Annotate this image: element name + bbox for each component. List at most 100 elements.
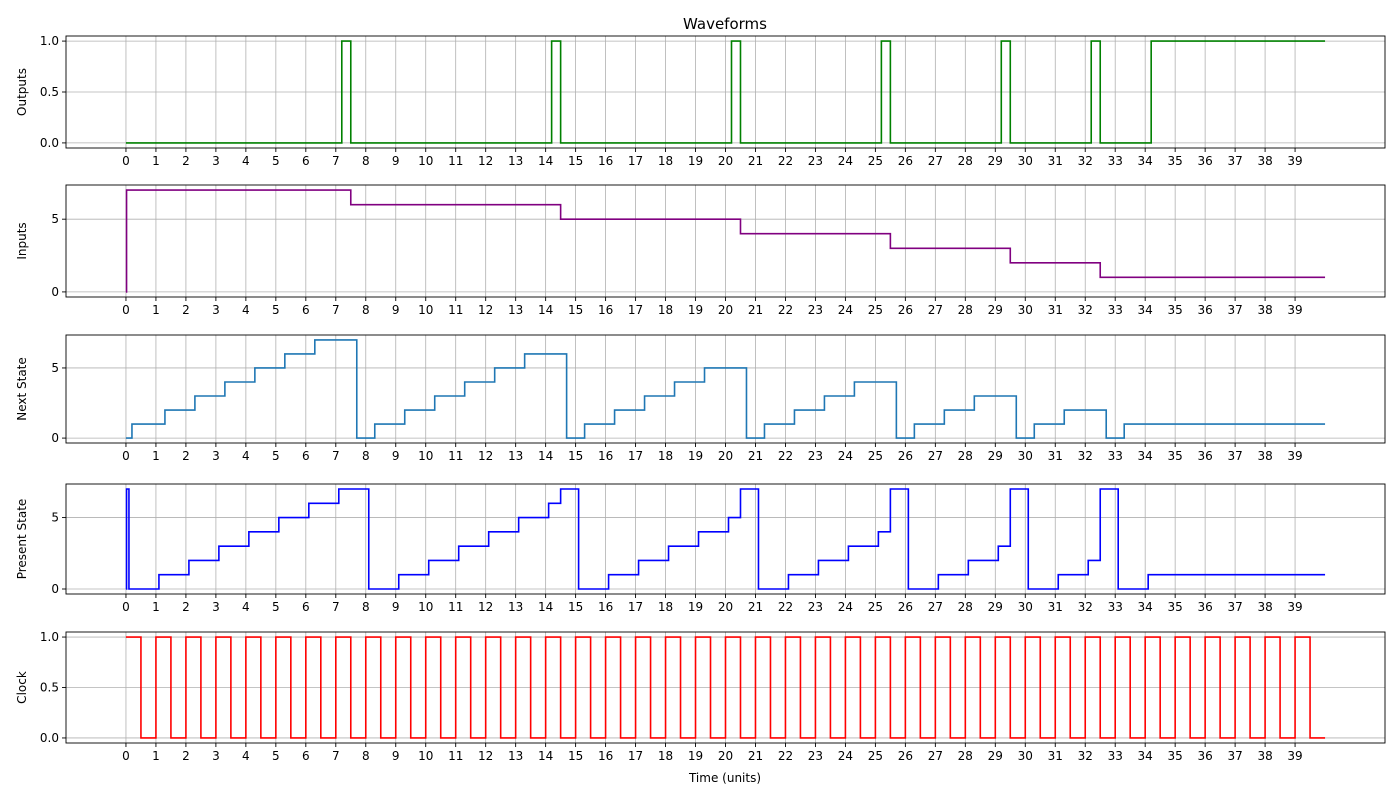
present-state-x-tick-label: 30 [1018, 600, 1033, 614]
present-state-x-tick-label: 2 [182, 600, 190, 614]
clock-x-tick-label: 19 [688, 749, 703, 763]
next-state-x-tick-label: 25 [868, 449, 883, 463]
clock-x-tick-label: 20 [718, 749, 733, 763]
inputs-x-tick-label: 18 [658, 303, 673, 317]
outputs-x-tick-label: 21 [748, 154, 763, 168]
next-state-x-tick-label: 8 [362, 449, 370, 463]
clock-x-tick-label: 11 [448, 749, 463, 763]
outputs-x-tick-label: 19 [688, 154, 703, 168]
inputs-x-tick-label: 10 [418, 303, 433, 317]
next-state-x-tick-label: 27 [928, 449, 943, 463]
inputs-x-ticks: 0 1 2 3 4 5 6 7 8 9 10 11 12 13 14 15 16 17 18 19 20 21 22 23 24… [122, 297, 1303, 317]
outputs-x-tick-label: 6 [302, 154, 310, 168]
present-state-x-tick-label: 36 [1197, 600, 1212, 614]
outputs-x-tick-label: 33 [1108, 154, 1123, 168]
next-state-x-tick-label: 29 [988, 449, 1003, 463]
inputs-x-tick-label: 3 [212, 303, 220, 317]
outputs-x-tick-label: 12 [478, 154, 493, 168]
present-state-x-tick-label: 29 [988, 600, 1003, 614]
outputs-x-ticks: 0 1 2 3 4 5 6 7 8 9 10 11 12 13 14 15 16 17 18 19 20 21 22 23 24… [122, 148, 1303, 168]
inputs-y-tick-label: 0 [51, 285, 59, 299]
next-state-x-tick-label: 18 [658, 449, 673, 463]
outputs-x-tick-label: 15 [568, 154, 583, 168]
inputs-x-tick-label: 21 [748, 303, 763, 317]
outputs-x-tick-label: 3 [212, 154, 220, 168]
outputs-x-tick-label: 11 [448, 154, 463, 168]
next-state-x-tick-label: 34 [1138, 449, 1153, 463]
inputs-x-tick-label: 14 [538, 303, 553, 317]
clock-x-tick-label: 26 [898, 749, 913, 763]
inputs-x-tick-label: 30 [1018, 303, 1033, 317]
inputs-x-tick-label: 36 [1197, 303, 1212, 317]
present-state-x-tick-label: 37 [1227, 600, 1242, 614]
outputs-x-tick-label: 38 [1257, 154, 1272, 168]
outputs-x-tick-label: 35 [1168, 154, 1183, 168]
clock-x-tick-label: 29 [988, 749, 1003, 763]
present-state-x-tick-label: 23 [808, 600, 823, 614]
clock-x-tick-label: 8 [362, 749, 370, 763]
present-state-x-tick-label: 7 [332, 600, 340, 614]
clock-x-tick-label: 5 [272, 749, 280, 763]
inputs-x-tick-label: 20 [718, 303, 733, 317]
present-state-x-tick-label: 11 [448, 600, 463, 614]
present-state-x-tick-label: 9 [392, 600, 400, 614]
outputs-x-tick-label: 18 [658, 154, 673, 168]
clock-x-tick-label: 39 [1287, 749, 1302, 763]
present-state-x-tick-label: 39 [1287, 600, 1302, 614]
clock-x-tick-label: 23 [808, 749, 823, 763]
inputs-x-tick-label: 8 [362, 303, 370, 317]
clock-x-tick-label: 32 [1078, 749, 1093, 763]
clock-x-tick-label: 17 [628, 749, 643, 763]
clock-x-tick-label: 3 [212, 749, 220, 763]
inputs-x-tick-label: 13 [508, 303, 523, 317]
present-state-y-ticks: 05 [51, 511, 66, 596]
inputs-x-tick-label: 39 [1287, 303, 1302, 317]
inputs-x-tick-label: 35 [1168, 303, 1183, 317]
next-state-x-tick-label: 35 [1168, 449, 1183, 463]
clock-x-tick-label: 12 [478, 749, 493, 763]
present-state-x-tick-label: 4 [242, 600, 250, 614]
next-state-x-tick-label: 23 [808, 449, 823, 463]
clock-x-tick-label: 7 [332, 749, 340, 763]
clock-y-ticks: 0.0 0.5 1.0 [40, 630, 66, 745]
inputs-x-tick-label: 22 [778, 303, 793, 317]
outputs-x-tick-label: 5 [272, 154, 280, 168]
inputs-y-axis-label: Inputs [15, 222, 29, 259]
present-state-x-tick-label: 22 [778, 600, 793, 614]
next-state-grid [66, 335, 1385, 443]
next-state-y-axis-label: Next State [15, 357, 29, 421]
next-state-x-tick-label: 1 [152, 449, 160, 463]
inputs-x-tick-label: 27 [928, 303, 943, 317]
present-state-x-tick-label: 20 [718, 600, 733, 614]
clock-x-tick-label: 25 [868, 749, 883, 763]
present-state-x-tick-label: 28 [958, 600, 973, 614]
present-state-x-tick-label: 15 [568, 600, 583, 614]
present-state-x-tick-label: 26 [898, 600, 913, 614]
present-state-x-tick-label: 5 [272, 600, 280, 614]
next-state-x-tick-label: 7 [332, 449, 340, 463]
present-state-grid [66, 484, 1385, 594]
present-state-x-tick-label: 8 [362, 600, 370, 614]
outputs-y-tick-label: 0.0 [40, 136, 59, 150]
inputs-x-tick-label: 38 [1257, 303, 1272, 317]
present-state-x-tick-label: 27 [928, 600, 943, 614]
next-state-x-tick-label: 33 [1108, 449, 1123, 463]
inputs-x-tick-label: 17 [628, 303, 643, 317]
present-state-x-tick-label: 14 [538, 600, 553, 614]
outputs-x-tick-label: 22 [778, 154, 793, 168]
present-state-x-tick-label: 18 [658, 600, 673, 614]
inputs-x-tick-label: 4 [242, 303, 250, 317]
outputs-x-tick-label: 37 [1227, 154, 1242, 168]
present-state-x-tick-label: 34 [1138, 600, 1153, 614]
present-state-x-tick-label: 1 [152, 600, 160, 614]
next-state-x-tick-label: 32 [1078, 449, 1093, 463]
clock-x-tick-label: 38 [1257, 749, 1272, 763]
clock-x-tick-label: 18 [658, 749, 673, 763]
present-state-x-tick-label: 24 [838, 600, 853, 614]
present-state-x-tick-label: 35 [1168, 600, 1183, 614]
present-state-series-line [125, 488, 1326, 590]
inputs-x-tick-label: 34 [1138, 303, 1153, 317]
clock-x-ticks: 0 1 2 3 4 5 6 7 8 9 10 11 12 13 14 15 16 17 18 19 20 21 22 23 24… [122, 743, 1303, 763]
next-state-series-line [125, 339, 1326, 439]
chart-title: Waveforms [683, 15, 767, 33]
